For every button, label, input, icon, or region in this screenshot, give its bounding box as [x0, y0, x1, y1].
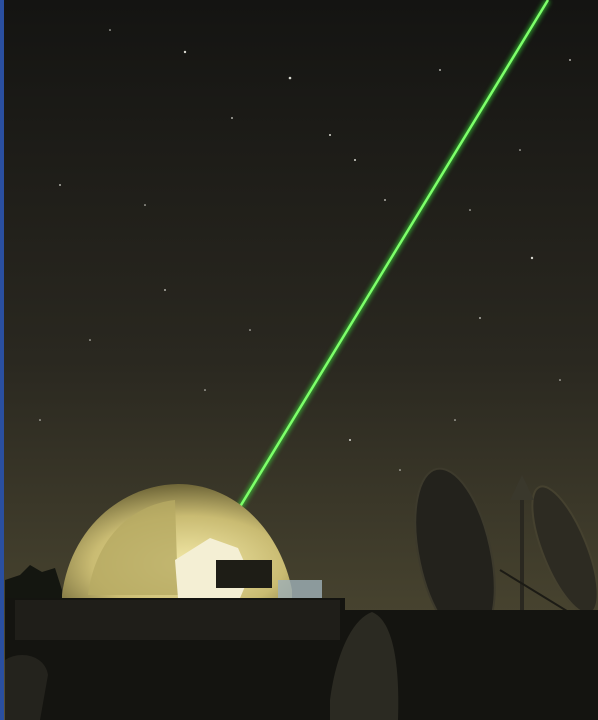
star — [249, 329, 251, 331]
telescope-box — [216, 560, 272, 588]
left-border — [0, 0, 4, 720]
star — [530, 256, 534, 260]
small-dish — [330, 612, 399, 720]
star — [559, 379, 561, 381]
star — [519, 149, 521, 151]
stars — [39, 29, 571, 471]
pole-top — [510, 475, 534, 500]
star — [109, 29, 111, 31]
star — [59, 184, 61, 186]
star — [144, 204, 146, 206]
star — [399, 469, 401, 471]
star — [469, 209, 471, 211]
star — [164, 289, 166, 291]
star — [349, 439, 351, 441]
star — [39, 419, 41, 421]
foreground-object — [5, 655, 48, 720]
star — [439, 69, 441, 71]
star — [89, 339, 91, 341]
star — [204, 389, 206, 391]
dome-shutter — [88, 500, 178, 595]
star — [183, 50, 187, 54]
star — [454, 419, 456, 421]
star — [479, 317, 481, 319]
star — [288, 76, 292, 80]
roof-edge — [15, 600, 340, 640]
star — [354, 159, 356, 161]
laser-beam — [219, 0, 550, 539]
star — [231, 117, 233, 119]
star — [329, 134, 331, 136]
star — [384, 199, 386, 201]
star — [569, 59, 571, 61]
